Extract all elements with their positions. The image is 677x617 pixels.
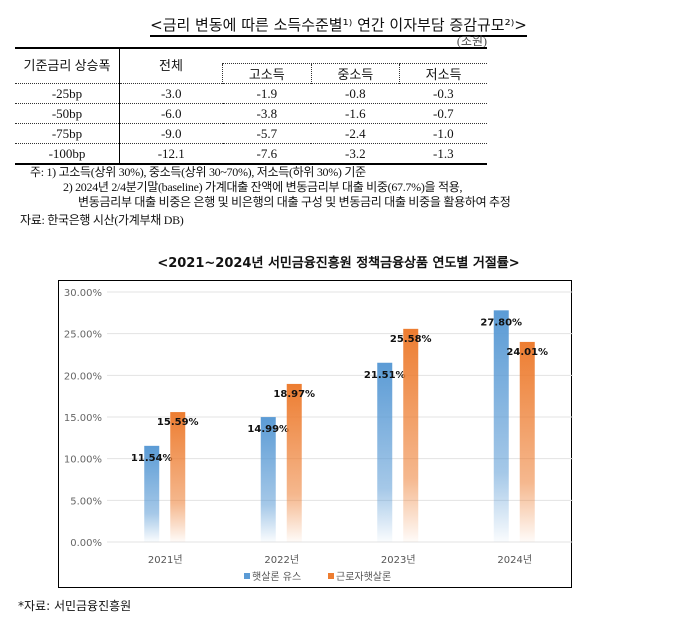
cell-total: -9.0 [119, 123, 223, 144]
header-mid: 중소득 [310, 63, 400, 84]
cell-total: -3.0 [119, 83, 223, 104]
bar-worker-sunshine-2024년 [519, 341, 535, 542]
legend-label: 햇살론 유스 [252, 571, 301, 583]
table-row: -100bp -12.1 -7.6 -3.2 -1.3 [15, 143, 487, 165]
cell-high: -1.9 [222, 83, 312, 104]
cell-mid: -1.6 [311, 103, 400, 124]
x-tick-label: 2022년 [264, 554, 299, 566]
bar-worker-sunshine-2023년 [403, 328, 419, 542]
bar-sunshine-youth-2023년 [377, 362, 393, 542]
cell-high: -5.7 [222, 123, 312, 144]
header-total: 전체 [119, 47, 223, 84]
data-label: 25.58% [390, 334, 432, 345]
cell-rate: -25bp [15, 83, 120, 104]
chart-title: <2021~2024년 서민금융진흥원 정책금융상품 연도별 거절률> [157, 256, 520, 271]
header-high: 고소득 [222, 63, 312, 84]
bar-sunshine-youth-2022년 [260, 417, 276, 542]
bar-worker-sunshine-2022년 [286, 383, 302, 542]
cell-rate: -75bp [15, 123, 120, 144]
data-label: 14.99% [247, 424, 289, 435]
chart-source: *자료: 서민금융진흥원 [18, 599, 132, 613]
cell-low: -1.3 [399, 143, 487, 165]
bar-worker-sunshine-2021년 [170, 412, 186, 542]
note-2-cont: 변동금리부 대출 비중은 은행 및 비은행의 대출 구성 및 변동금리 대출 비… [78, 195, 511, 209]
note-2: 2) 2024년 2/4분기말(baseline) 가계대출 잔액에 변동금리부… [63, 180, 463, 194]
cell-total: -6.0 [119, 103, 223, 124]
cell-high: -7.6 [222, 143, 312, 165]
y-tick-label: 0.00% [70, 538, 102, 549]
table-row: -75bp -9.0 -5.7 -2.4 -1.0 [15, 123, 487, 144]
y-tick-label: 30.00% [64, 288, 102, 299]
cell-rate: -100bp [15, 143, 120, 165]
cell-total: -12.1 [119, 143, 223, 165]
data-label: 18.97% [273, 389, 315, 400]
table-source: 자료: 한국은행 시산(가계부채 DB) [20, 213, 184, 227]
note-1: 주: 1) 고소득(상위 30%), 중소득(상위 30~70%), 저소득(하… [30, 165, 366, 179]
x-tick-label: 2023년 [381, 554, 416, 566]
cell-mid: -2.4 [311, 123, 400, 144]
bar-sunshine-youth-2021년 [144, 445, 160, 542]
y-tick-label: 5.00% [70, 496, 102, 507]
table-section: 기준금리 상승폭 전체 고소득 중소득 저소득 -25bp -3.0 -1.9 -0.… [15, 47, 665, 228]
chart-frame: 0.00% 5.00% 10.00% 15.00% 20.00% 25.00% 30.00%… [58, 280, 573, 588]
legend-label: 근로자햇살론 [336, 571, 391, 583]
data-label: 21.51% [364, 370, 406, 381]
y-tick-label: 25.00% [64, 330, 102, 341]
legend-swatch [244, 573, 250, 579]
bar-sunshine-youth-2024년 [493, 310, 509, 542]
cell-low: -0.7 [399, 103, 487, 124]
table-header-row: 기준금리 상승폭 전체 [15, 47, 487, 84]
x-tick-label: 2021년 [148, 554, 183, 566]
y-tick-label: 15.00% [64, 413, 102, 424]
cell-high: -3.8 [222, 103, 312, 124]
data-label: 27.80% [480, 317, 522, 328]
y-tick-label: 20.00% [64, 371, 102, 382]
data-label: 15.59% [157, 417, 199, 428]
cell-mid: -0.8 [311, 83, 400, 104]
header-low: 저소득 [399, 63, 487, 84]
header-rate: 기준금리 상승폭 [15, 47, 120, 84]
interest-burden-table: 기준금리 상승폭 전체 고소득 중소득 저소득 -25bp -3.0 -1.9 -0.… [15, 47, 487, 165]
legend-swatch [328, 573, 334, 579]
bar-chart: 0.00% 5.00% 10.00% 15.00% 20.00% 25.00% 30.00%… [64, 288, 573, 583]
table-title: <금리 변동에 따른 소득수준별¹⁾ 연간 이자부담 증감규모²⁾> [0, 14, 677, 37]
cell-low: -0.3 [399, 83, 487, 104]
table-row: -50bp -6.0 -3.8 -1.6 -0.7 [15, 103, 487, 124]
data-label: 24.01% [506, 347, 548, 358]
cell-rate: -50bp [15, 103, 120, 124]
cell-mid: -3.2 [311, 143, 400, 165]
x-tick-label: 2024년 [497, 554, 532, 566]
data-label: 11.54% [131, 453, 173, 464]
table-row: -25bp -3.0 -1.9 -0.8 -0.3 [15, 83, 487, 104]
y-tick-label: 10.00% [64, 455, 102, 466]
cell-low: -1.0 [399, 123, 487, 144]
unit-label: (조원) [456, 34, 487, 48]
